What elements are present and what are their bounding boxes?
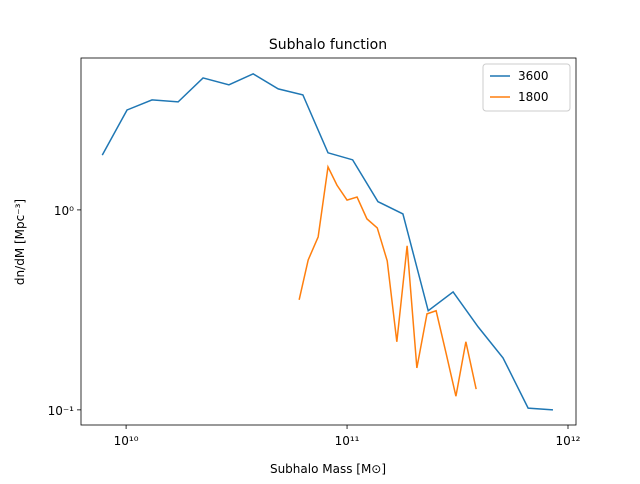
y-tick-label: 10⁰ <box>54 204 74 218</box>
chart-title: Subhalo function <box>269 37 387 53</box>
line-series <box>101 73 554 411</box>
y-tick-label: 10⁻¹ <box>48 404 75 418</box>
x-tick-label: 10¹¹ <box>335 434 360 448</box>
x-tick-label: 10¹² <box>556 434 581 448</box>
y-axis-label: dn/dM [Mpc⁻³] <box>13 199 27 285</box>
line-series <box>298 164 477 397</box>
x-axis-label: Subhalo Mass [M⊙] <box>270 462 386 476</box>
legend-label: 3600 <box>518 69 549 83</box>
plot-frame <box>80 57 577 426</box>
x-tick-label: 10¹⁰ <box>114 434 139 448</box>
legend-label: 1800 <box>518 90 549 104</box>
